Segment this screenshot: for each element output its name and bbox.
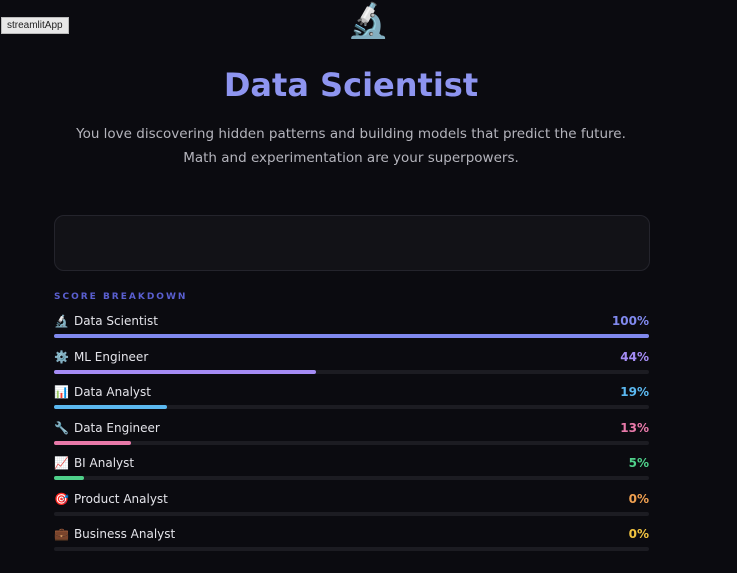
- score-label: 💼 Business Analyst: [54, 527, 175, 541]
- description-line: You love discovering hidden patterns and…: [76, 126, 626, 142]
- score-percent: 5%: [628, 456, 649, 470]
- score-row: 🔬 Data Scientist 100%: [54, 312, 649, 348]
- score-bar-track: [54, 369, 649, 374]
- score-row: ⚙️ ML Engineer 44%: [54, 348, 649, 384]
- role-icon: 📊: [54, 385, 69, 399]
- score-percent: 13%: [620, 420, 649, 435]
- role-name: Data Scientist: [73, 314, 158, 328]
- section-title: SCORE BREAKDOWN: [54, 292, 188, 302]
- score-bar-track: [54, 440, 649, 445]
- score-percent: 100%: [611, 314, 649, 328]
- score-bar-fill: [54, 440, 132, 445]
- role-name: Business Analyst: [73, 527, 176, 541]
- microscope-icon: 🔬: [347, 1, 390, 41]
- score-label: 🔧 Data Engineer: [54, 421, 160, 435]
- description-line: Math and experimentation are your superp…: [183, 150, 519, 166]
- score-bar-track: [54, 511, 649, 516]
- score-bar-fill: [54, 476, 84, 480]
- score-percent: 0%: [628, 491, 649, 506]
- result-description: You love discovering hidden patterns and…: [0, 122, 702, 170]
- score-bar-track: [54, 334, 649, 338]
- result-title: Data Scientist: [223, 66, 479, 104]
- empty-card: [54, 215, 650, 271]
- role-icon: 💼: [54, 527, 69, 541]
- score-percent: 19%: [620, 385, 649, 399]
- score-row: 🎯 Product Analyst 0%: [54, 490, 649, 526]
- role-icon: 🎯: [54, 491, 69, 506]
- role-name: Product Analyst: [73, 491, 168, 506]
- score-row: 📈 BI Analyst 5%: [54, 454, 649, 490]
- role-name: Data Engineer: [73, 420, 160, 435]
- score-bar-fill: [54, 369, 316, 374]
- score-label: 📊 Data Analyst: [54, 385, 151, 399]
- score-bar-fill: [54, 334, 649, 338]
- score-bar-track: [54, 405, 649, 409]
- role-icon: 🔧: [54, 420, 69, 435]
- role-name: Data Analyst: [73, 385, 151, 399]
- score-label: 🎯 Product Analyst: [54, 492, 168, 506]
- score-row: 🔧 Data Engineer 13%: [54, 419, 649, 455]
- window-tag: streamlitApp: [1, 17, 69, 34]
- score-label: ⚙️ ML Engineer: [54, 350, 148, 364]
- role-icon: 🔬: [54, 314, 69, 328]
- score-list: 🔬 Data Scientist 100% ⚙️ ML Engineer 44% 📊…: [54, 312, 649, 561]
- role-name: ML Engineer: [73, 349, 149, 364]
- role-icon: 📈: [54, 456, 69, 470]
- score-row: 💼 Business Analyst 0%: [54, 525, 649, 561]
- score-bar-track: [54, 476, 649, 480]
- role-name: BI Analyst: [73, 456, 135, 470]
- score-bar-fill: [54, 405, 168, 409]
- score-label: 🔬 Data Scientist: [54, 314, 158, 328]
- score-row: 📊 Data Analyst 19%: [54, 383, 649, 419]
- score-percent: 0%: [628, 527, 649, 541]
- score-label: 📈 BI Analyst: [54, 456, 134, 470]
- role-icon: ⚙️: [54, 349, 69, 364]
- score-percent: 44%: [620, 349, 649, 364]
- score-bar-track: [54, 547, 649, 551]
